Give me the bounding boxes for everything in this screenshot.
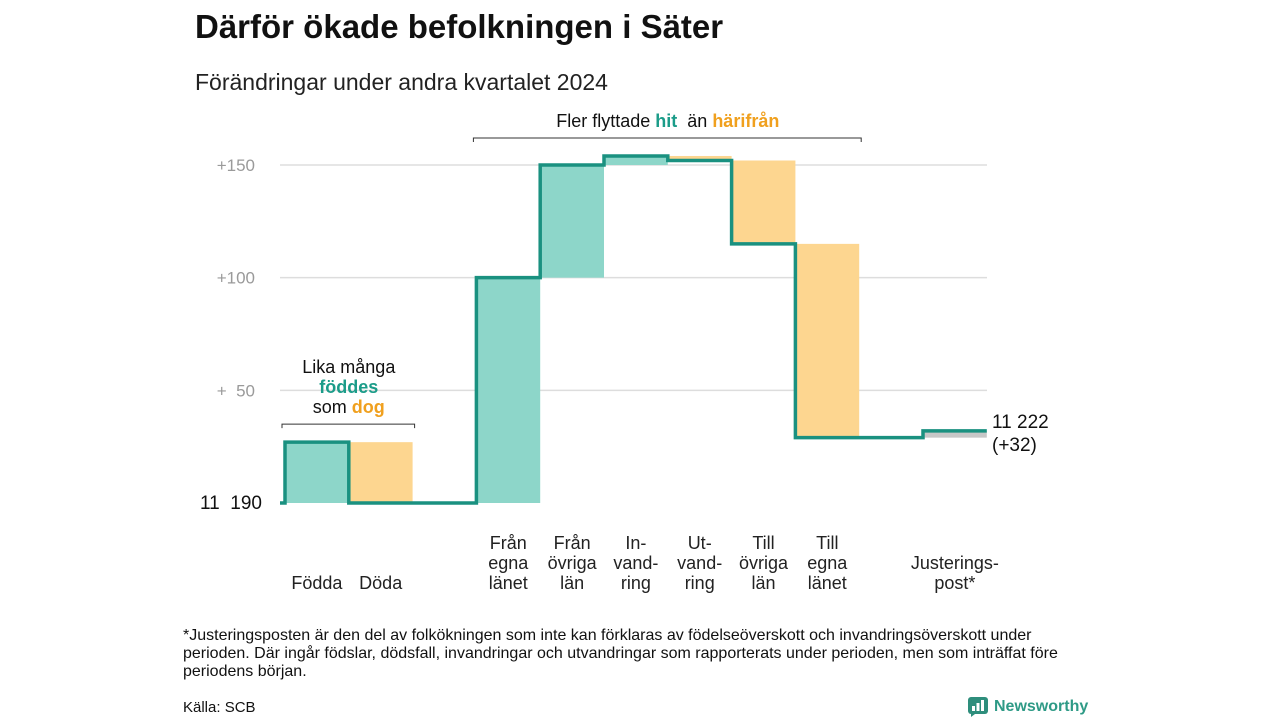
x-category-label-in-vand-ring: In-vand-ring	[613, 533, 658, 593]
x-category-label-line: Justerings-	[911, 553, 999, 573]
bar-justerings-post	[923, 430, 987, 438]
x-category-label-line: ring	[685, 573, 715, 593]
x-category-label-line: Ut-	[688, 533, 712, 553]
x-category-label-line: vand-	[613, 553, 658, 573]
running-total-line	[280, 154, 987, 505]
x-category-label-line: egna	[488, 553, 529, 573]
annotation-line: Lika många	[302, 357, 396, 377]
chart-subtitle: Förändringar under andra kvartalet 2024	[195, 69, 608, 95]
x-category-label-line: Från	[554, 533, 591, 553]
x-category-label-line: län	[751, 573, 775, 593]
annotation-highlight-out: dog	[352, 397, 385, 417]
y-tick-label: + 50	[217, 381, 255, 400]
source-label: Källa: SCB	[183, 699, 256, 716]
bar-till-ovriga-lan	[731, 160, 796, 244]
annotation-bracket	[472, 137, 862, 142]
x-category-label-justerings-post: Justerings-post*	[911, 553, 999, 593]
x-category-label-line: länet	[808, 573, 847, 593]
newsworthy-logo-icon	[968, 697, 988, 717]
x-category-label-line: ring	[621, 573, 651, 593]
y-tick-label: +100	[217, 269, 255, 288]
x-category-label-ut-vand-ring: Ut-vand-ring	[677, 533, 722, 593]
footnote: *Justeringsposten är den del av folkökni…	[183, 627, 1058, 680]
end-value-label: 11 222	[992, 412, 1049, 433]
y-axis-tick-labels: +150 +100 + 50	[217, 156, 255, 400]
annotation-line: föddes	[319, 377, 378, 397]
bar-ut-vand-ring	[667, 155, 732, 161]
annotation-bracket	[281, 423, 416, 429]
x-category-label-line: Döda	[359, 573, 403, 593]
annotation-highlight-in: hit	[655, 111, 677, 131]
annotation-text: Lika många	[302, 357, 396, 377]
end-change-label: (+32)	[992, 435, 1037, 456]
x-category-label-line: vand-	[677, 553, 722, 573]
bar-till-egna-lanet	[795, 243, 860, 438]
group-annotation: Fler flyttade hit än härifrån	[472, 111, 862, 142]
x-category-label-line: Från	[490, 533, 527, 553]
annotation-highlight-out: härifrån	[712, 111, 779, 131]
x-category-label-line: övriga	[548, 553, 598, 573]
bar-fodda	[285, 442, 349, 503]
x-category-label-line: övriga	[739, 553, 789, 573]
x-category-label-fodda: Födda	[291, 573, 343, 593]
x-category-label-line: In-	[625, 533, 646, 553]
annotation-text: som	[313, 397, 352, 417]
x-axis-category-labels: Födda DödaFrånegnalänetFrånövrigalänIn-va…	[291, 533, 999, 593]
bar-in-vand-ring	[604, 155, 668, 165]
x-category-label-line: egna	[807, 553, 848, 573]
annotation-text: än	[677, 111, 712, 131]
x-category-label-line: Till	[816, 533, 838, 553]
x-category-label-line: länet	[489, 573, 528, 593]
bar-fran-ovriga-lan	[540, 165, 604, 278]
y-tick-label: +150	[217, 156, 255, 175]
annotation-line: Fler flyttade hit än härifrån	[556, 111, 779, 131]
x-category-label-doda: Döda	[359, 573, 403, 593]
chart-title: Därför ökade befolkningen i Säter	[195, 8, 724, 45]
annotation-text: Fler flyttade	[556, 111, 655, 131]
bar-fran-egna-lanet	[476, 277, 541, 503]
start-value-label: 11 190	[200, 493, 262, 514]
brand-name: Newsworthy	[994, 698, 1089, 715]
x-category-label-line: Till	[752, 533, 774, 553]
annotation-line: som dog	[313, 397, 385, 417]
x-category-label-line: län	[560, 573, 584, 593]
x-category-label-line: post*	[934, 573, 975, 593]
x-category-label-line: Födda	[291, 573, 343, 593]
brand-logo: Newsworthy	[968, 697, 1088, 717]
annotation-highlight-in: föddes	[319, 377, 378, 397]
bar-doda	[348, 442, 413, 503]
bars	[285, 155, 987, 503]
